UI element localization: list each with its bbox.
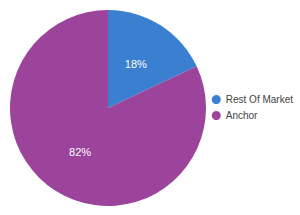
- svg-text:Anchor: Anchor: [226, 110, 258, 121]
- svg-text:82%: 82%: [69, 146, 91, 158]
- svg-text:18%: 18%: [125, 58, 147, 70]
- svg-text:Rest Of Market: Rest Of Market: [226, 94, 293, 105]
